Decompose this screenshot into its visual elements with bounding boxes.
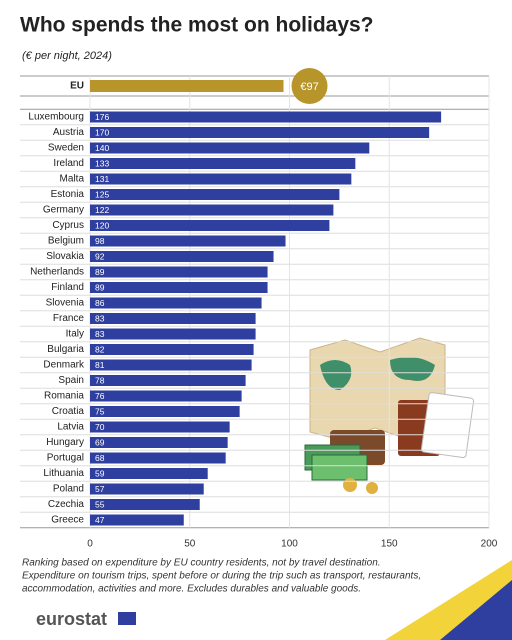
category-label: Netherlands [30, 267, 84, 278]
x-tick-label: 100 [281, 538, 298, 549]
bar [90, 344, 254, 355]
bar [90, 359, 252, 371]
bar [90, 173, 352, 185]
value-label: 176 [95, 112, 109, 122]
bar [90, 111, 442, 123]
bar [90, 514, 184, 526]
value-label: 170 [95, 127, 109, 137]
highlight-bubble [291, 68, 328, 104]
value-label: 78 [95, 375, 105, 385]
value-label: 120 [95, 220, 109, 230]
value-label: 122 [95, 205, 109, 215]
category-label: Slovakia [46, 251, 84, 262]
logo: eurostat [36, 609, 107, 629]
bar [90, 313, 256, 324]
bar [90, 142, 370, 154]
bar [90, 452, 226, 464]
value-label: 83 [95, 329, 105, 339]
chart-title: Who spends the most on holidays? [20, 14, 374, 37]
footnote: accommodation, activities and more. Excl… [22, 584, 361, 595]
value-label: 83 [95, 313, 105, 323]
value-label: 70 [95, 422, 105, 432]
category-label: Bulgaria [47, 344, 84, 355]
eu-flag [118, 612, 136, 625]
footnote: Expenditure on tourism trips, spent befo… [22, 571, 421, 582]
category-label: Croatia [52, 406, 85, 417]
category-label: Italy [66, 329, 84, 340]
category-label: Austria [53, 127, 85, 138]
bar [90, 127, 430, 138]
footnote: Ranking based on expenditure by EU count… [22, 558, 381, 569]
x-tick-label: 50 [184, 538, 196, 549]
value-label: 86 [95, 298, 105, 308]
bar [90, 282, 268, 293]
category-label: Denmark [43, 360, 85, 371]
value-label: 125 [95, 189, 109, 199]
value-label: 69 [95, 437, 105, 447]
value-label: 82 [95, 344, 105, 354]
bar [90, 297, 262, 309]
category-label: Czechia [48, 499, 85, 510]
bar [90, 406, 240, 417]
bar [90, 390, 242, 402]
category-label: Luxembourg [28, 112, 84, 123]
x-tick-label: 150 [381, 538, 398, 549]
value-label: 131 [95, 174, 109, 184]
highlight-label: EU [70, 81, 84, 92]
value-label: 92 [95, 251, 105, 261]
category-label: Estonia [51, 189, 85, 200]
bar [90, 235, 286, 247]
value-label: 76 [95, 391, 105, 401]
bar [90, 204, 334, 216]
bar [90, 189, 340, 200]
bar [90, 483, 204, 495]
chart-subtitle: (€ per night, 2024) [22, 50, 112, 62]
value-label: 140 [95, 143, 109, 153]
x-tick-label: 0 [87, 538, 93, 549]
bar [90, 158, 356, 169]
bar [90, 375, 246, 386]
value-label: 68 [95, 453, 105, 463]
bar [90, 251, 274, 262]
category-label: Greece [51, 515, 84, 526]
bar [90, 328, 256, 340]
category-label: Ireland [53, 158, 84, 169]
bar [90, 421, 230, 433]
bar [90, 499, 200, 510]
bar [90, 266, 268, 278]
value-label: 89 [95, 282, 105, 292]
category-label: Sweden [48, 143, 84, 154]
value-label: 55 [95, 499, 105, 509]
category-label: Romania [44, 391, 84, 402]
category-label: Latvia [57, 422, 84, 433]
category-label: Portugal [47, 453, 84, 464]
illustration [304, 337, 512, 640]
bar [90, 220, 330, 231]
category-label: Finland [51, 282, 84, 293]
highlight-value-label: €97 [300, 81, 318, 93]
category-label: Spain [58, 375, 84, 386]
x-tick-label: 200 [481, 538, 498, 549]
value-label: 98 [95, 236, 105, 246]
highlight-bar [90, 80, 284, 92]
value-label: 57 [95, 484, 105, 494]
category-label: Malta [60, 174, 85, 185]
value-label: 89 [95, 267, 105, 277]
value-label: 47 [95, 515, 105, 525]
value-label: 75 [95, 406, 105, 416]
bar [90, 468, 208, 479]
category-label: Lithuania [43, 468, 84, 479]
category-label: Hungary [46, 437, 84, 448]
category-label: France [53, 313, 85, 324]
category-label: Poland [53, 484, 84, 495]
value-label: 59 [95, 468, 105, 478]
category-label: Germany [43, 205, 84, 216]
category-label: Slovenia [46, 298, 85, 309]
value-label: 81 [95, 360, 105, 370]
category-label: Belgium [48, 236, 84, 247]
value-label: 133 [95, 158, 109, 168]
category-label: Cyprus [52, 220, 84, 231]
bar [90, 437, 228, 448]
